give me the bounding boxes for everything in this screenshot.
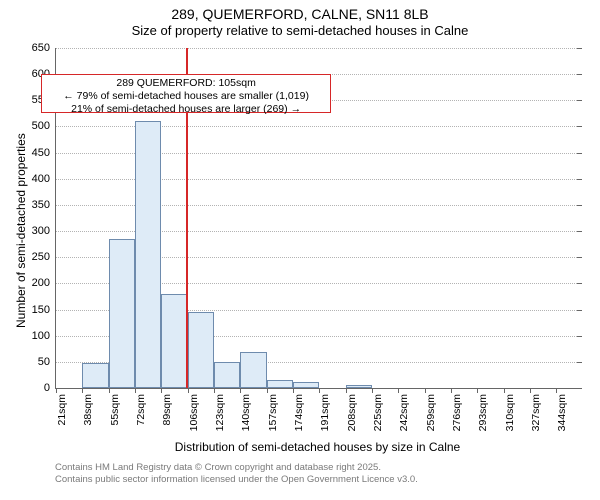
xtick-label: 38sqm — [82, 392, 94, 426]
histogram-bar — [109, 239, 135, 388]
ytick-mark — [577, 231, 582, 232]
xtick-label: 276sqm — [451, 392, 463, 431]
xtick-label: 123sqm — [214, 392, 226, 431]
xtick-label: 242sqm — [398, 392, 410, 431]
histogram-bar — [293, 382, 319, 388]
xtick-label: 208sqm — [346, 392, 358, 431]
xtick-label: 327sqm — [530, 392, 542, 431]
ytick-label: 500 — [32, 120, 56, 132]
ytick-label: 200 — [32, 277, 56, 289]
ytick-label: 150 — [32, 304, 56, 316]
footer-line-1: Contains HM Land Registry data © Crown c… — [55, 462, 418, 474]
xtick-label: 293sqm — [477, 392, 489, 431]
annotation-line-2: ← 79% of semi-detached houses are smalle… — [46, 90, 326, 103]
ytick-label: 300 — [32, 225, 56, 237]
xtick-label: 55sqm — [109, 392, 121, 426]
footer-line-2: Contains public sector information licen… — [55, 474, 418, 486]
ytick-mark — [577, 310, 582, 311]
ytick-mark — [577, 126, 582, 127]
xtick-label: 106sqm — [188, 392, 200, 431]
annotation-box: 289 QUEMERFORD: 105sqm← 79% of semi-deta… — [41, 74, 331, 113]
histogram-bar — [214, 362, 240, 388]
ytick-label: 450 — [32, 147, 56, 159]
annotation-line-1: 289 QUEMERFORD: 105sqm — [46, 77, 326, 90]
xtick-label: 89sqm — [161, 392, 173, 426]
ytick-mark — [577, 388, 582, 389]
y-axis-label: Number of semi-detached properties — [14, 133, 28, 328]
ytick-mark — [577, 283, 582, 284]
ytick-label: 350 — [32, 199, 56, 211]
histogram-bar — [267, 380, 293, 388]
ytick-mark — [577, 179, 582, 180]
ytick-mark — [577, 257, 582, 258]
histogram-bar — [240, 352, 266, 388]
histogram-bar — [188, 312, 214, 388]
plot-area: 0501001502002503003504004505005506006502… — [55, 48, 581, 389]
chart-subtitle: Size of property relative to semi-detach… — [0, 23, 600, 38]
ytick-label: 400 — [32, 173, 56, 185]
histogram-bar — [135, 121, 161, 388]
annotation-line-3: 21% of semi-detached houses are larger (… — [46, 103, 326, 116]
chart-title: 289, QUEMERFORD, CALNE, SN11 8LB — [0, 6, 600, 22]
chart-title-block: 289, QUEMERFORD, CALNE, SN11 8LB Size of… — [0, 6, 600, 38]
xtick-label: 21sqm — [56, 392, 68, 426]
xtick-label: 191sqm — [319, 392, 331, 431]
ytick-mark — [577, 74, 582, 75]
histogram-bar — [161, 294, 187, 388]
ytick-mark — [577, 153, 582, 154]
xtick-label: 72sqm — [135, 392, 147, 426]
xtick-label: 140sqm — [240, 392, 252, 431]
histogram-bar — [346, 385, 372, 388]
ytick-mark — [577, 205, 582, 206]
footer-credits: Contains HM Land Registry data © Crown c… — [55, 462, 418, 486]
ytick-label: 50 — [38, 356, 56, 368]
xtick-label: 174sqm — [293, 392, 305, 431]
ytick-mark — [577, 48, 582, 49]
histogram-bar — [82, 363, 108, 388]
x-axis-label: Distribution of semi-detached houses by … — [55, 440, 580, 454]
xtick-label: 157sqm — [267, 392, 279, 431]
ytick-label: 250 — [32, 251, 56, 263]
ytick-label: 100 — [32, 330, 56, 342]
ytick-mark — [577, 100, 582, 101]
ytick-label: 0 — [44, 382, 56, 394]
ytick-mark — [577, 362, 582, 363]
xtick-label: 225sqm — [372, 392, 384, 431]
xtick-label: 310sqm — [504, 392, 516, 431]
gridline — [56, 48, 581, 49]
xtick-label: 344sqm — [556, 392, 568, 431]
xtick-label: 259sqm — [425, 392, 437, 431]
ytick-label: 650 — [32, 42, 56, 54]
ytick-mark — [577, 336, 582, 337]
